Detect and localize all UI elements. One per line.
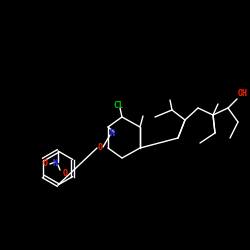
Text: OH: OH xyxy=(238,90,248,98)
Text: Cl: Cl xyxy=(113,100,123,110)
Text: ⁺: ⁺ xyxy=(58,158,60,164)
Text: N: N xyxy=(110,128,114,138)
Text: ⁻: ⁻ xyxy=(68,172,71,176)
Text: O: O xyxy=(62,170,68,178)
Text: N: N xyxy=(52,158,58,168)
Text: O: O xyxy=(98,144,102,152)
Text: O: O xyxy=(42,160,48,168)
